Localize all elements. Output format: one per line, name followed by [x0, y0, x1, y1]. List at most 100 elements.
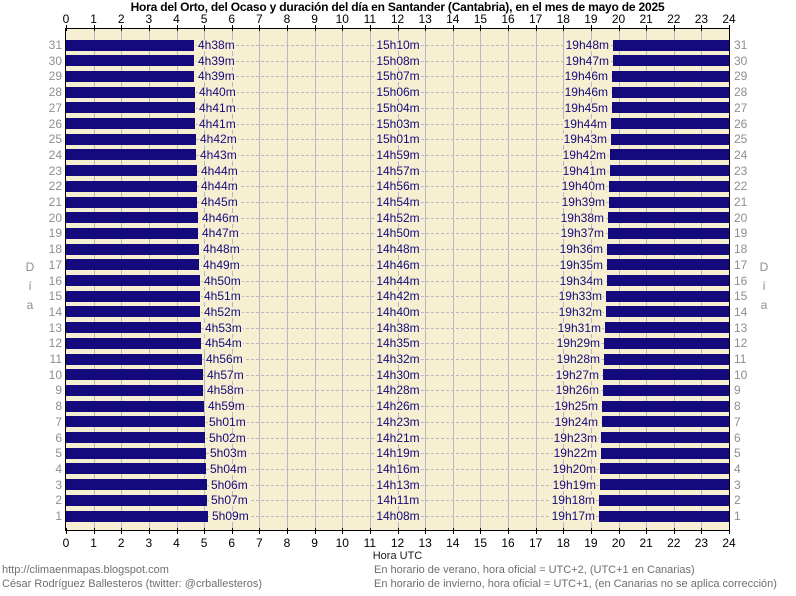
bottom-hour-tick-label: 3 [145, 536, 153, 550]
sunset-time-label: 19h31m [556, 321, 602, 335]
night-bar-right [609, 197, 729, 208]
sunrise-time-label: 4h41m [198, 101, 237, 115]
top-hour-tick-label: 2 [117, 12, 125, 26]
bottom-tick-mark [591, 528, 592, 534]
left-day-number: 6 [55, 431, 62, 445]
sunset-time-label: 19h42m [561, 148, 607, 162]
night-bar-left [66, 291, 200, 302]
night-bar-left [66, 197, 197, 208]
y-label-letter: a [760, 298, 768, 312]
day-length-label: 14h48m [375, 242, 421, 256]
bottom-tick-mark [563, 528, 564, 534]
sunset-time-label: 19h33m [557, 289, 603, 303]
day-length-label: 14h46m [375, 258, 421, 272]
night-bar-right [613, 55, 729, 66]
sunset-time-label: 19h27m [554, 368, 600, 382]
sunrise-time-label: 4h43m [199, 148, 238, 162]
right-day-number: 7 [734, 415, 741, 429]
night-bar-left [66, 275, 200, 286]
top-hour-tick-label: 6 [228, 12, 236, 26]
day-length-label: 15h04m [375, 101, 421, 115]
day-length-label: 14h13m [375, 478, 421, 492]
top-hour-tick-label: 1 [90, 12, 97, 26]
night-bar-left [66, 40, 194, 51]
top-tick-mark [149, 25, 150, 31]
night-bar-left [66, 102, 195, 113]
hour-gridline [480, 29, 481, 530]
night-bar-right [602, 416, 729, 427]
hour-gridline [536, 29, 537, 530]
top-hour-tick-label: 16 [501, 12, 515, 26]
right-day-number: 3 [734, 478, 741, 492]
night-bar-left [66, 244, 199, 255]
left-day-number: 16 [48, 274, 62, 288]
right-day-number: 5 [734, 446, 741, 460]
night-bar-left [66, 369, 203, 380]
top-tick-mark [563, 25, 564, 31]
top-tick-mark [259, 25, 260, 31]
bottom-hour-tick-label: 6 [228, 536, 236, 550]
night-bar-left [66, 495, 207, 506]
sunset-time-label: 19h29m [555, 336, 601, 350]
chart-title: Hora del Orto, del Ocaso y duración del … [130, 0, 665, 14]
top-hour-tick-label: 4 [173, 12, 180, 26]
bottom-hour-tick-label: 10 [335, 536, 349, 550]
sunrise-time-label: 4h53m [204, 321, 243, 335]
top-hour-tick-label: 11 [363, 12, 377, 26]
top-hour-tick-label: 24 [722, 12, 736, 26]
left-day-number: 25 [48, 132, 62, 146]
top-tick-mark [619, 25, 620, 31]
night-bar-right [605, 322, 729, 333]
sunrise-time-label: 4h54m [204, 336, 243, 350]
y-label-letter: í [762, 279, 766, 293]
sunset-time-label: 19h46m [563, 69, 609, 83]
hour-gridline [370, 29, 371, 530]
left-day-number: 20 [48, 211, 62, 225]
night-bar-left [66, 463, 206, 474]
night-bar-right [601, 448, 729, 459]
top-tick-mark [480, 25, 481, 31]
sunrise-time-label: 5h02m [208, 431, 247, 445]
sunset-time-label: 19h18m [550, 493, 596, 507]
top-hour-tick-label: 0 [62, 12, 70, 26]
night-bar-right [613, 40, 729, 51]
sunset-time-label: 19h20m [551, 462, 597, 476]
sunset-time-label: 19h39m [560, 195, 606, 209]
bottom-tick-mark [701, 528, 702, 534]
bottom-tick-mark [425, 528, 426, 534]
right-day-number: 9 [734, 383, 741, 397]
day-length-label: 14h54m [375, 195, 421, 209]
bottom-tick-mark [259, 528, 260, 534]
bottom-hour-tick-label: 15 [473, 536, 488, 550]
bottom-hour-tick-label: 19 [584, 536, 598, 550]
night-bar-right [610, 149, 729, 160]
night-bar-right [606, 291, 729, 302]
footer-url: http://climaenmapas.blogspot.com [2, 564, 169, 576]
bottom-tick-mark [204, 528, 205, 534]
top-hour-tick-label: 22 [667, 12, 681, 26]
footer-summer-time-note: En horario de verano, hora oficial = UTC… [374, 564, 695, 576]
left-day-number: 28 [48, 85, 62, 99]
night-bar-right [609, 181, 729, 192]
day-length-label: 14h16m [375, 462, 421, 476]
night-bar-left [66, 228, 198, 239]
sunrise-time-label: 4h40m [198, 85, 237, 99]
bottom-hour-tick-label: 4 [173, 536, 180, 550]
bottom-hour-tick-label: 24 [722, 536, 736, 550]
night-bar-left [66, 511, 208, 522]
bottom-tick-mark [149, 528, 150, 534]
footer-author: César Rodríguez Ballesteros (twitter: @c… [2, 578, 262, 590]
top-hour-tick-label: 14 [446, 12, 460, 26]
day-length-label: 14h26m [375, 399, 421, 413]
left-day-number: 21 [48, 195, 62, 209]
day-length-label: 14h52m [375, 211, 421, 225]
left-y-axis-label: D í a [21, 258, 39, 315]
sunset-time-label: 19h45m [563, 101, 609, 115]
top-hour-tick-label: 12 [390, 12, 405, 26]
top-hour-tick-label: 3 [145, 12, 153, 26]
left-day-number: 7 [55, 415, 62, 429]
night-bar-left [66, 416, 205, 427]
top-hour-tick-label: 5 [200, 12, 208, 26]
top-tick-mark [177, 25, 178, 31]
right-day-number: 23 [734, 164, 748, 178]
